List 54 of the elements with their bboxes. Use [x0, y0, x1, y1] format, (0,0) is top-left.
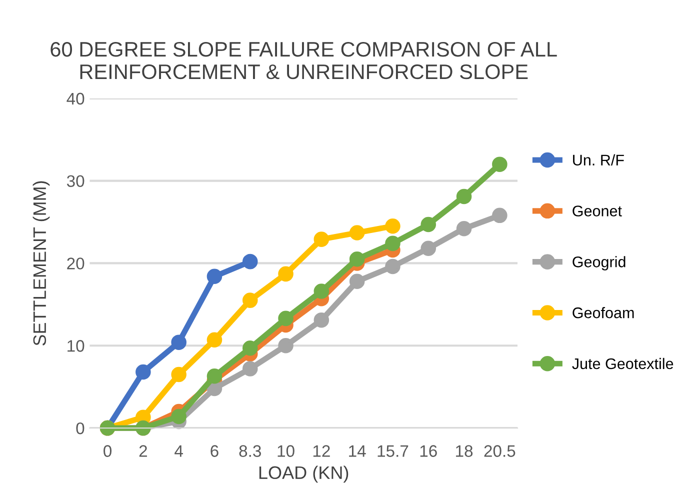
- point: [206, 368, 222, 384]
- x-tick-label: 10: [278, 445, 294, 457]
- point: [278, 310, 294, 326]
- x-tick-label: 18: [456, 445, 473, 457]
- x-tick-label: 15.7: [378, 445, 408, 457]
- point: [385, 218, 400, 234]
- point: [278, 338, 294, 354]
- x-axis-title: LOAD (KN): [259, 466, 348, 483]
- point: [242, 361, 258, 376]
- point: [278, 266, 294, 282]
- point: [492, 156, 508, 172]
- point: [171, 334, 186, 350]
- point: [206, 332, 222, 348]
- x-tick-label: 0: [104, 445, 112, 457]
- point: [206, 268, 222, 284]
- point: [456, 188, 472, 204]
- x-tick-label: 14: [349, 445, 366, 457]
- point: [314, 312, 330, 328]
- legend-label: Geogrid: [572, 256, 626, 270]
- y-tick-label: 40: [66, 92, 84, 105]
- point: [420, 216, 436, 232]
- legend-label: Geonet: [572, 206, 622, 216]
- x-tick-label: 4: [174, 445, 183, 457]
- chart-title: 60 DEGREE SLOPE FAILURE COMPARISON OF ALL REINFORCEMENT & UNREINFORCED SLOPE: [50, 42, 557, 80]
- point: [349, 251, 365, 267]
- point: [171, 408, 186, 424]
- point: [171, 366, 186, 382]
- point: [385, 236, 400, 252]
- point: [456, 220, 472, 236]
- point: [242, 292, 258, 308]
- point: [314, 284, 330, 299]
- legend-label: Jute Geotextile: [572, 358, 674, 370]
- point: [349, 225, 365, 240]
- point: [314, 232, 330, 247]
- x-tick-label: 2: [139, 445, 147, 457]
- point: [136, 364, 151, 380]
- y-tick-label: 30: [66, 175, 84, 188]
- x-tick-label: 20.5: [484, 445, 516, 457]
- point: [242, 254, 258, 270]
- y-tick-label: 10: [68, 340, 84, 352]
- point: [420, 240, 436, 256]
- x-tick-label: 6: [210, 445, 218, 457]
- x-tick-label: 16: [420, 445, 437, 457]
- y-tick-label: 0: [76, 422, 84, 434]
- point: [492, 208, 508, 224]
- legend-label: Un. R/F: [573, 154, 624, 166]
- legend-label: Geofoam: [572, 307, 634, 318]
- y-tick-label: 20: [67, 258, 84, 270]
- point: [385, 258, 400, 274]
- x-tick-label: 8.3: [239, 445, 261, 457]
- x-tick-label: 12: [313, 445, 330, 457]
- point: [349, 274, 365, 289]
- y-axis-title: SETTLEMENT (MM): [32, 181, 50, 346]
- point: [242, 340, 258, 356]
